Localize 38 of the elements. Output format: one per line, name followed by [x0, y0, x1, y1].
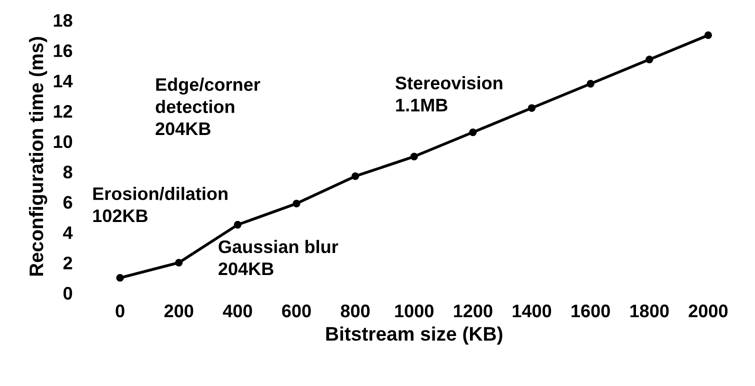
- x-tick-label: 600: [282, 304, 311, 318]
- point: [704, 31, 712, 40]
- y-tick-label: 10: [54, 135, 72, 148]
- y-tick-label: 0: [63, 286, 72, 300]
- y-tick-label: 12: [54, 104, 72, 118]
- point: [175, 258, 183, 266]
- x-tick-label: 400: [222, 304, 252, 318]
- x-tick-label: 2000: [688, 304, 728, 318]
- point: [410, 152, 418, 160]
- x-tick-label: 200: [164, 304, 194, 318]
- point: [351, 172, 360, 180]
- x-tick-label: 1200: [454, 304, 492, 318]
- annotation: Stereovision 1.1MB: [396, 76, 502, 112]
- y-tick-label: 6: [63, 196, 72, 209]
- x-tick-label: 1800: [630, 304, 669, 318]
- annotation: Edge/corner detection 204KB: [156, 78, 260, 136]
- y-tick-label: 14: [54, 74, 73, 88]
- point: [528, 104, 536, 112]
- point: [292, 200, 300, 208]
- y-tick-label: 18: [54, 14, 72, 27]
- y-tick-label: 16: [54, 44, 72, 58]
- x-tick-label: 1600: [572, 304, 610, 318]
- x-tick-label: 0: [116, 304, 124, 318]
- point: [586, 80, 594, 88]
- x-tick-label: 1000: [395, 304, 434, 318]
- y-tick-label: 4: [63, 226, 73, 239]
- point: [234, 220, 242, 229]
- point: [646, 56, 654, 64]
- y-tick-label: 2: [63, 256, 72, 270]
- x-tick-label: 1400: [512, 304, 552, 318]
- annotation: Gaussian blur 204KB: [218, 240, 338, 276]
- annotation: Erosion/dilation 102KB: [93, 186, 228, 222]
- x-tick-label: 800: [340, 304, 370, 318]
- y-axis-title: Reconfiguration time (ms): [28, 37, 48, 276]
- point: [469, 128, 477, 136]
- y-tick-label: 8: [63, 166, 72, 178]
- point: [116, 274, 124, 282]
- x-axis-title: Bitstream size (KB): [326, 326, 502, 345]
